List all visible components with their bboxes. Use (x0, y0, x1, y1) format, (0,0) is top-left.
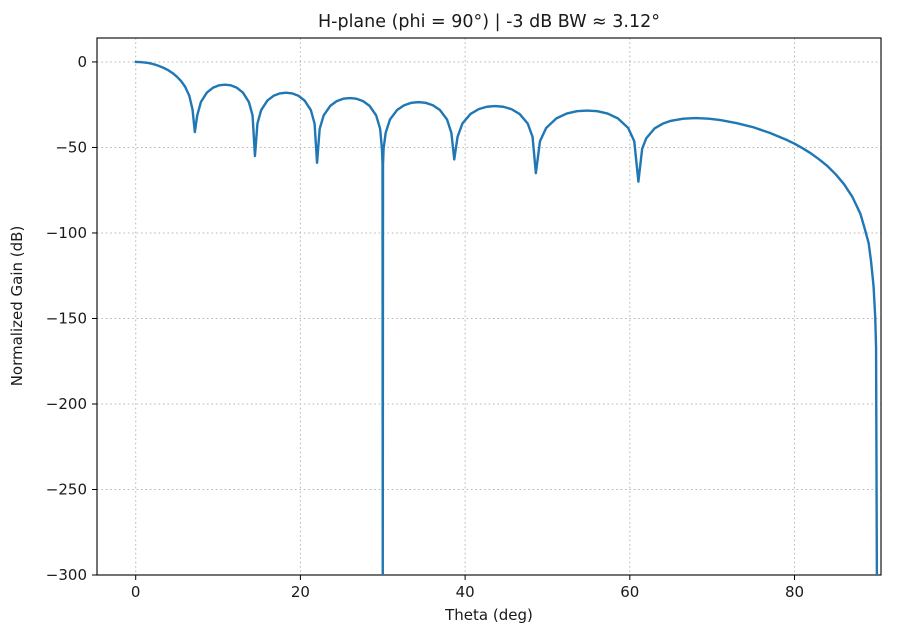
gain-curve (134, 60, 879, 575)
y-tick-label: 0 (77, 53, 87, 71)
x-tick-label: 40 (456, 583, 475, 601)
axes-frame (96, 37, 882, 576)
x-tick-label: 60 (620, 583, 639, 601)
y-tick-label: −100 (46, 224, 87, 242)
chart-title: H-plane (phi = 90°) | -3 dB BW ≈ 3.12° (318, 12, 660, 32)
y-tick-label: −50 (55, 138, 87, 156)
y-tick-label: −150 (46, 309, 87, 327)
y-tick-label: −250 (46, 480, 87, 498)
x-axis-label: Theta (deg) (444, 606, 533, 624)
x-tick-label: 80 (785, 583, 804, 601)
grid-lines (97, 38, 881, 576)
y-axis-label: Normalized Gain (dB) (8, 226, 26, 387)
y-tick-label: −200 (46, 395, 87, 413)
axis-tick-labels: 0 20 40 60 80 0 −50 −100 −150 −200 −250 −300 (46, 53, 804, 601)
y-tick-label: −300 (46, 566, 87, 584)
x-tick-label: 20 (291, 583, 310, 601)
x-tick-label: 0 (131, 583, 141, 601)
axis-ticks (92, 61, 796, 580)
